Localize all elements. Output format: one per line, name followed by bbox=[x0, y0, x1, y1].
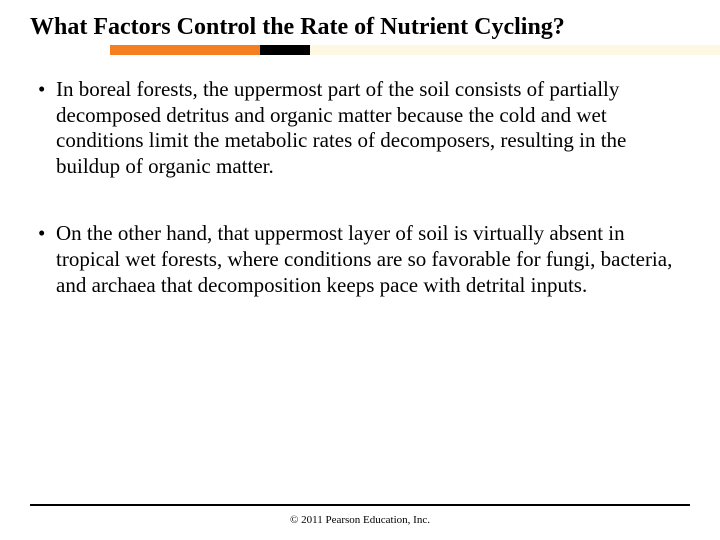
bullet-item: In boreal forests, the uppermost part of… bbox=[38, 77, 690, 179]
accent-bar-cream bbox=[310, 45, 720, 55]
accent-bar bbox=[30, 45, 690, 55]
slide: What Factors Control the Rate of Nutrien… bbox=[0, 0, 720, 540]
accent-bar-black bbox=[260, 45, 310, 55]
bullet-list: In boreal forests, the uppermost part of… bbox=[30, 77, 690, 298]
footer-divider bbox=[30, 504, 690, 506]
bullet-item: On the other hand, that uppermost layer … bbox=[38, 221, 690, 298]
footer-copyright: © 2011 Pearson Education, Inc. bbox=[0, 514, 720, 526]
slide-title: What Factors Control the Rate of Nutrien… bbox=[30, 14, 690, 41]
accent-bar-orange bbox=[110, 45, 260, 55]
